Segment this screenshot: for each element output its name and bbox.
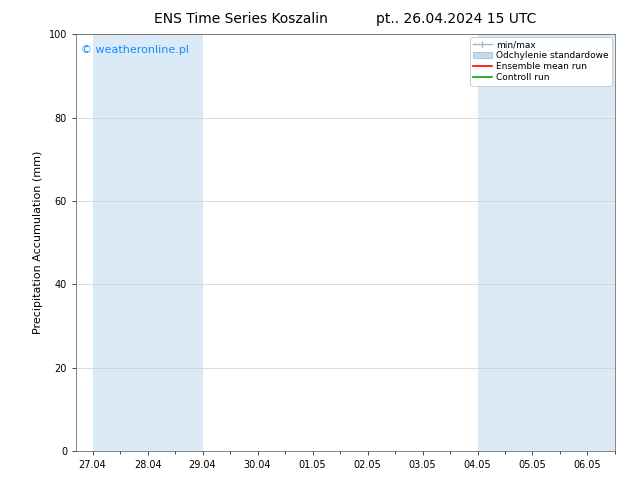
Bar bbox=[588, 34, 615, 451]
Bar bbox=[533, 34, 588, 451]
Y-axis label: Precipitation Accumulation (mm): Precipitation Accumulation (mm) bbox=[33, 151, 43, 334]
Legend: min/max, Odchylenie standardowe, Ensemble mean run, Controll run: min/max, Odchylenie standardowe, Ensembl… bbox=[470, 37, 612, 86]
Bar bbox=[148, 34, 202, 451]
Text: ENS Time Series Koszalin: ENS Time Series Koszalin bbox=[154, 12, 328, 26]
Text: pt.. 26.04.2024 15 UTC: pt.. 26.04.2024 15 UTC bbox=[377, 12, 536, 26]
Bar bbox=[93, 34, 148, 451]
Bar bbox=[477, 34, 533, 451]
Text: © weatheronline.pl: © weatheronline.pl bbox=[81, 45, 190, 55]
